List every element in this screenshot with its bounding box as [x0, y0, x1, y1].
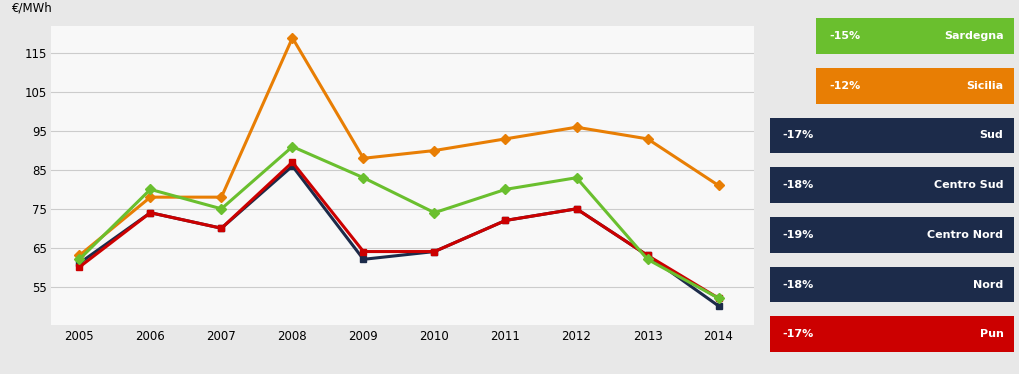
Text: Sardegna: Sardegna: [944, 31, 1004, 41]
Text: Sud: Sud: [979, 131, 1004, 141]
Text: Centro Nord: Centro Nord: [927, 230, 1004, 240]
Text: Nord: Nord: [973, 279, 1004, 289]
FancyBboxPatch shape: [769, 316, 1014, 352]
Text: -17%: -17%: [783, 329, 814, 339]
Text: -18%: -18%: [783, 180, 814, 190]
Text: -18%: -18%: [783, 279, 814, 289]
Text: Sicilia: Sicilia: [966, 81, 1004, 91]
FancyBboxPatch shape: [816, 68, 1014, 104]
FancyBboxPatch shape: [769, 117, 1014, 153]
FancyBboxPatch shape: [769, 217, 1014, 253]
FancyBboxPatch shape: [816, 18, 1014, 54]
Text: €/MWh: €/MWh: [12, 1, 53, 14]
Text: -12%: -12%: [829, 81, 861, 91]
Text: -17%: -17%: [783, 131, 814, 141]
Text: -15%: -15%: [829, 31, 860, 41]
Text: Pun: Pun: [979, 329, 1004, 339]
Text: Centro Sud: Centro Sud: [933, 180, 1004, 190]
Text: -19%: -19%: [783, 230, 814, 240]
FancyBboxPatch shape: [769, 167, 1014, 203]
FancyBboxPatch shape: [769, 267, 1014, 303]
